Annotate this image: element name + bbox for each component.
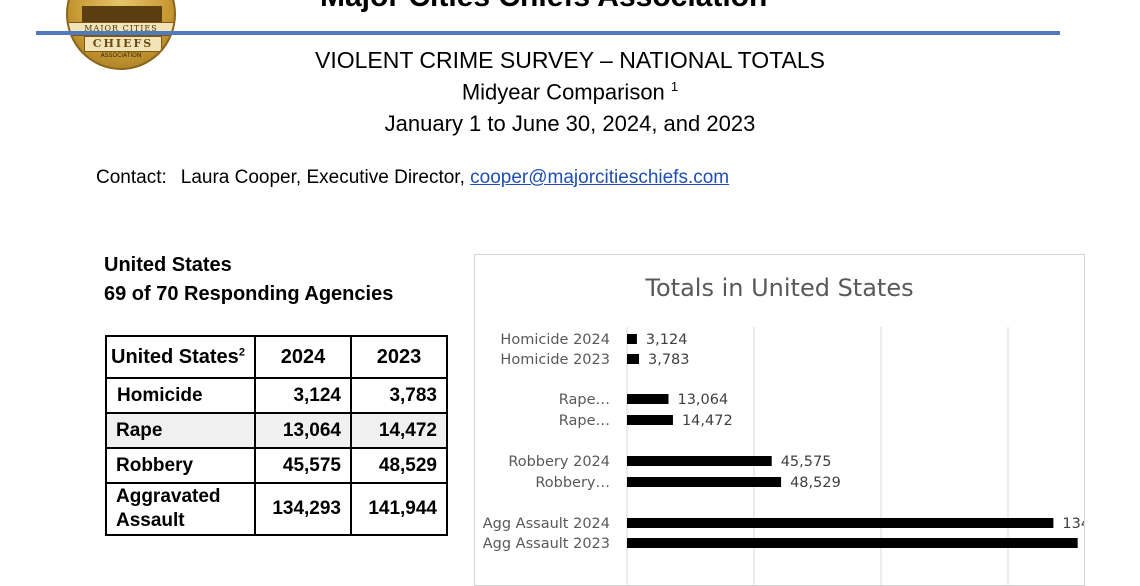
subtitle-text: Midyear Comparison (461, 79, 665, 105)
rape-2023: 14,472 (350, 412, 448, 449)
rape-2024: 13,064 (254, 412, 352, 449)
chart-category-label: Rape… (559, 413, 610, 429)
table-header-footnote-marker: 2 (238, 345, 245, 358)
mcca-logo: MAJOR CITIES CHIEFS ASSOCIATION (66, 0, 176, 70)
chart-data-label: 14,472 (682, 413, 733, 429)
chart-bar (627, 415, 673, 425)
chart-bar (627, 394, 669, 404)
chart-bar (627, 334, 637, 344)
chart-bar (627, 477, 782, 487)
chart-bar (627, 518, 1054, 528)
homicide-label: Homicide (117, 384, 203, 406)
totals-chart: Totals in United States Homicide 2024 3,1… (474, 254, 1085, 586)
aggravated-assault-2023: 141,944 (350, 482, 448, 536)
region-name: United States (104, 254, 232, 276)
table-row: Robbery 45,575 48,529 (105, 447, 448, 484)
region-heading: United States 69 of 70 Responding Agenci… (104, 251, 393, 309)
responding-agencies: 69 of 70 Responding Agencies (104, 283, 394, 305)
chart-data-label: 3,124 (646, 332, 688, 348)
homicide-2024: 3,124 (254, 377, 352, 414)
robbery-2023: 48,529 (350, 447, 448, 484)
chart-category-label: Agg Assault 2024 (483, 516, 610, 532)
robbery-label: Robbery (105, 447, 256, 484)
aggravated-assault-label: Aggravated Assault (105, 482, 256, 536)
contact-name: Laura Cooper, Executive Director, (180, 167, 465, 188)
homicide-2023: 3,783 (350, 377, 448, 414)
table-header-region-label: United States (111, 345, 239, 368)
chart-category-label: Homicide 2023 (500, 352, 610, 368)
contact-email-link[interactable]: cooper@majorcitieschiefs.com (470, 167, 730, 188)
chart-title: Totals in United States (645, 274, 914, 302)
crime-totals-table: United States2 2024 2023 Homicide 3,124 … (105, 335, 448, 536)
table-header-2023: 2023 (350, 335, 448, 379)
aggravated-assault-text: Aggravated Assault (116, 486, 221, 531)
aggravated-assault-2024: 134,293 (254, 482, 352, 536)
contact-line: Contact: Laura Cooper, Executive Director… (96, 167, 729, 189)
report-subtitle: Midyear Comparison 1 (0, 79, 1140, 105)
organization-title: Major Cities Chiefs Association (320, 0, 767, 14)
header-rule (36, 31, 1060, 35)
report-title: VIOLENT CRIME SURVEY – NATIONAL TOTALS (315, 47, 825, 73)
chart-category-label: Robbery… (535, 475, 610, 491)
chart-category-label: Robbery 2024 (508, 454, 610, 470)
chart-bar (627, 354, 640, 364)
logo-band-mid: CHIEFS (84, 36, 162, 52)
chart-data-label: 134,293 (1062, 516, 1084, 532)
contact-label: Contact: (96, 167, 167, 188)
robbery-2024: 45,575 (254, 447, 352, 484)
table-row: Aggravated Assault 134,293 141,944 (105, 482, 448, 536)
chart-data-label: 45,575 (781, 454, 832, 470)
table-header-region: United States2 (105, 335, 256, 379)
row-label-homicide: Homicide (105, 377, 256, 414)
report-date-range: January 1 to June 30, 2024, and 2023 (384, 111, 756, 136)
chart-category-label: Rape… (559, 392, 610, 408)
table-header-row: United States2 2024 2023 (105, 335, 448, 379)
chart-data-label: 3,783 (648, 352, 690, 368)
table-row: Homicide 3,124 3,783 (105, 377, 448, 414)
logo-skyline (82, 6, 162, 22)
logo-band-bottom: ASSOCIATION (100, 52, 142, 59)
chart-category-label: Homicide 2024 (500, 332, 610, 348)
table-header-2024: 2024 (254, 335, 352, 379)
rape-label: Rape (105, 412, 256, 449)
totals-bar-chart: Homicide 2024 3,124 Homicide 2023 3,783 Rape… (483, 327, 1084, 585)
table-row: Rape 13,064 14,472 (105, 412, 448, 449)
chart-category-label: Agg Assault 2023 (483, 536, 610, 552)
chart-bar (627, 538, 1078, 548)
chart-bar (627, 456, 772, 466)
chart-data-label: 48,529 (790, 475, 841, 491)
subtitle-footnote-marker: 1 (670, 79, 679, 94)
chart-data-label: 13,064 (677, 392, 728, 408)
